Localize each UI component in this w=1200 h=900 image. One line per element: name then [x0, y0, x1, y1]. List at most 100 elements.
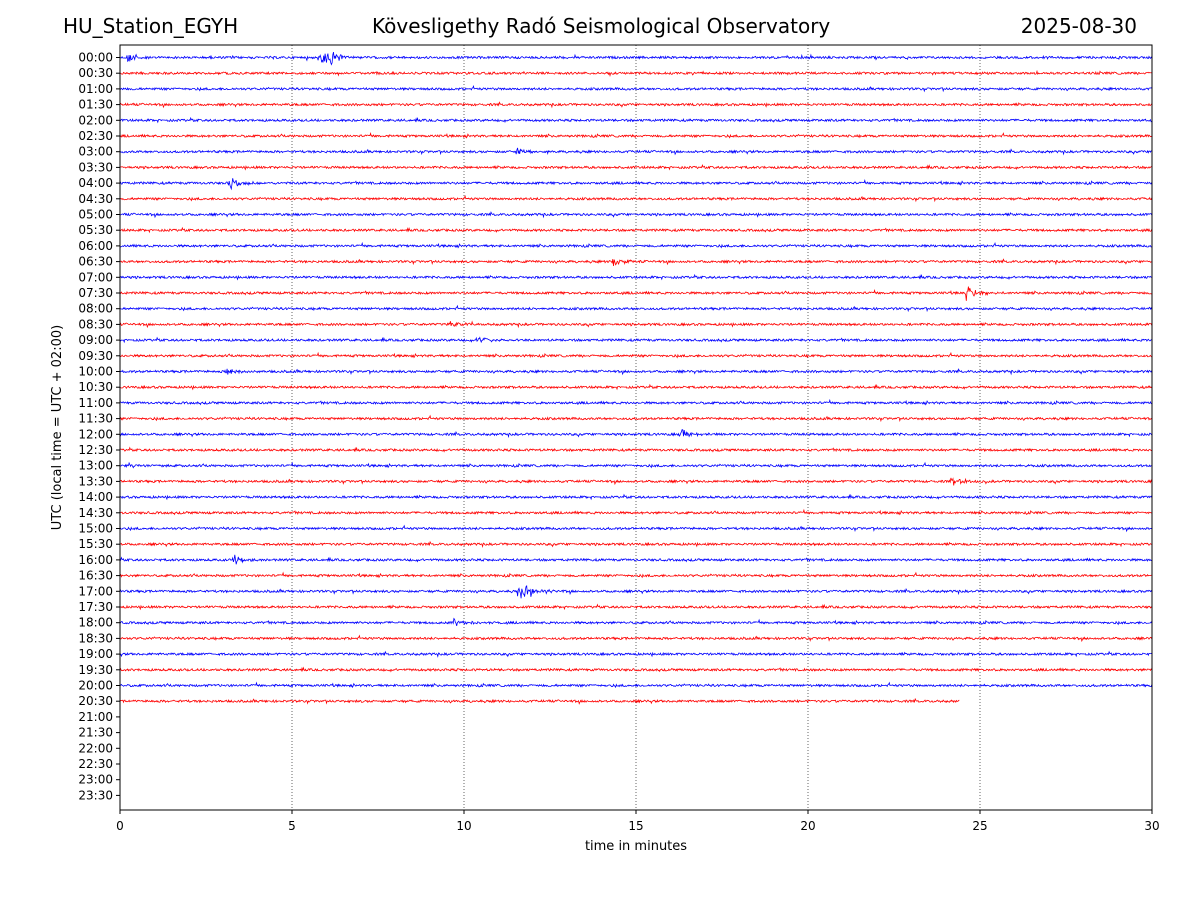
y-axis-label: UTC (local time = UTC + 02:00): [50, 325, 65, 530]
y-tick-label: 02:00: [78, 113, 113, 127]
y-tick-label: 19:30: [78, 663, 113, 677]
y-tick-label: 08:00: [78, 302, 113, 316]
y-tick-label: 20:00: [78, 679, 113, 693]
x-tick-label: 30: [1144, 819, 1159, 833]
y-tick-label: 12:00: [78, 427, 113, 441]
y-tick-label: 22:30: [78, 757, 113, 771]
y-tick-label: 04:00: [78, 176, 113, 190]
x-tick-label: 10: [456, 819, 471, 833]
y-tick-label: 19:00: [78, 647, 113, 661]
trace-2030: [119, 697, 960, 705]
y-tick-label: 06:30: [78, 255, 113, 269]
trace-0430: [119, 194, 1153, 203]
x-tick-label: 5: [288, 819, 296, 833]
x-axis-ticks: 0 5 10 15 20 25 30: [116, 810, 1160, 833]
y-tick-label: 18:30: [78, 631, 113, 645]
y-tick-label: 20:30: [78, 694, 113, 708]
y-tick-label: 03:30: [78, 160, 113, 174]
y-tick-label: 06:00: [78, 239, 113, 253]
trace-0900: [119, 336, 1152, 344]
y-tick-label: 05:00: [78, 208, 113, 222]
y-tick-label: 13:00: [78, 459, 113, 473]
trace-0230: [119, 131, 1153, 139]
y-tick-label: 18:00: [78, 616, 113, 630]
y-tick-label: 12:30: [78, 443, 113, 457]
trace-1300: [119, 461, 1152, 469]
trace-0330: [119, 163, 1152, 171]
y-tick-label: 05:30: [78, 223, 113, 237]
y-tick-label: 21:30: [78, 726, 113, 740]
grid-lines: [291, 45, 981, 810]
trace-1500: [119, 524, 1153, 533]
trace-1800: [119, 617, 1153, 626]
y-tick-label: 03:00: [78, 145, 113, 159]
x-tick-label: 20: [800, 819, 815, 833]
seismogram-traces: [119, 51, 1153, 705]
y-tick-label: 04:30: [78, 192, 113, 206]
y-tick-label: 00:30: [78, 66, 113, 80]
trace-1000: [119, 368, 1153, 376]
trace-1600: [119, 554, 1152, 565]
trace-0130: [119, 101, 1153, 109]
x-axis-label: time in minutes: [585, 839, 687, 854]
y-tick-label: 09:00: [78, 333, 113, 347]
y-tick-label: 14:30: [78, 506, 113, 520]
y-tick-label: 15:30: [78, 537, 113, 551]
y-tick-label: 14:00: [78, 490, 113, 504]
trace-0400: [119, 178, 1153, 191]
trace-1030: [119, 383, 1153, 391]
trace-1730: [119, 603, 1153, 611]
trace-1130: [119, 414, 1153, 423]
trace-1900: [119, 650, 1153, 658]
trace-0930: [119, 351, 1152, 359]
trace-0600: [119, 241, 1152, 249]
y-tick-label: 07:30: [78, 286, 113, 300]
y-tick-label: 22:00: [78, 741, 113, 755]
trace-1330: [119, 477, 1153, 486]
trace-1530: [119, 540, 1152, 549]
y-tick-label: 16:30: [78, 569, 113, 583]
trace-2000: [119, 681, 1153, 689]
trace-1400: [119, 493, 1153, 501]
trace-1200: [119, 429, 1153, 439]
y-tick-label: 17:30: [78, 600, 113, 614]
y-tick-label: 11:30: [78, 412, 113, 426]
y-tick-label: 10:00: [78, 365, 113, 379]
y-tick-label: 23:00: [78, 773, 113, 787]
y-tick-label: 01:30: [78, 98, 113, 112]
trace-0000: [119, 51, 1153, 66]
trace-0800: [119, 304, 1153, 313]
trace-0200: [119, 116, 1153, 124]
y-tick-label: 02:30: [78, 129, 113, 143]
y-tick-label: 17:00: [78, 584, 113, 598]
y-tick-label: 23:30: [78, 788, 113, 802]
trace-1100: [119, 398, 1153, 406]
trace-0830: [119, 320, 1153, 329]
y-tick-label: 13:30: [78, 474, 113, 488]
chart-title: Kövesligethy Radó Seismological Observat…: [372, 14, 831, 38]
y-tick-label: 16:00: [78, 553, 113, 567]
y-tick-label: 10:30: [78, 380, 113, 394]
y-tick-label: 15:00: [78, 522, 113, 536]
trace-1430: [119, 508, 1152, 516]
trace-1230: [119, 446, 1153, 453]
trace-1830: [119, 634, 1153, 643]
y-tick-label: 00:00: [78, 51, 113, 65]
trace-0630: [119, 258, 1152, 266]
x-tick-label: 0: [116, 819, 124, 833]
trace-0100: [119, 84, 1152, 93]
trace-1700: [119, 585, 1153, 599]
trace-0300: [119, 147, 1152, 156]
y-tick-label: 09:30: [78, 349, 113, 363]
y-tick-label: 01:00: [78, 82, 113, 96]
y-tick-label: 21:00: [78, 710, 113, 724]
trace-1930: [119, 666, 1153, 673]
trace-0700: [120, 273, 1152, 281]
y-tick-label: 07:00: [78, 270, 113, 284]
station-name: HU_Station_EGYH: [63, 14, 239, 38]
x-tick-label: 15: [628, 819, 643, 833]
trace-0500: [119, 211, 1153, 219]
trace-0530: [119, 226, 1153, 234]
